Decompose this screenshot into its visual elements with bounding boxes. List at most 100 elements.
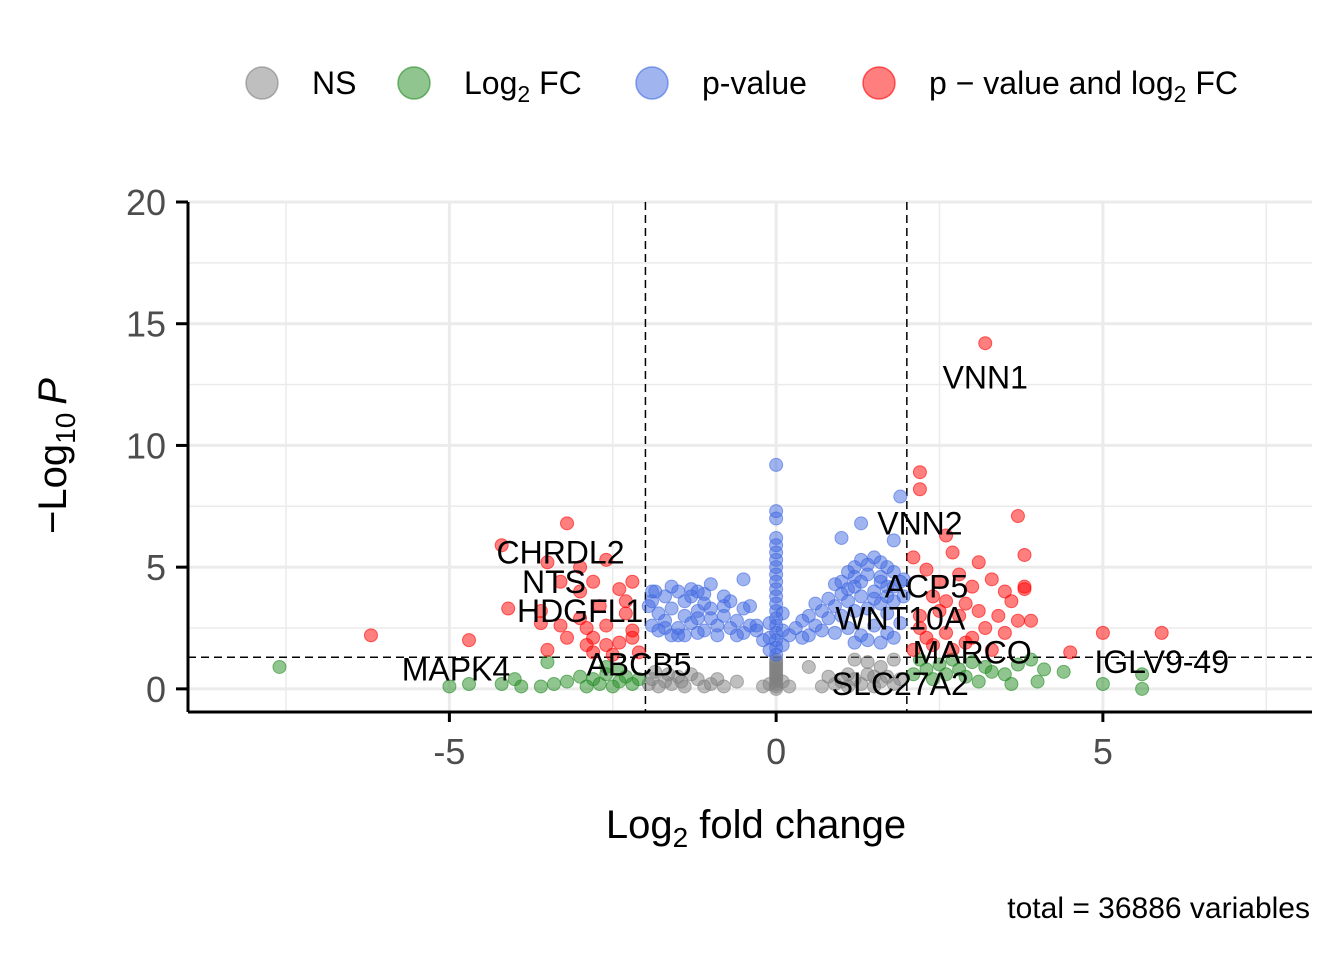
data-point — [932, 574, 947, 589]
data-point — [939, 667, 954, 682]
data-point — [573, 611, 588, 626]
data-point — [912, 465, 927, 480]
data-point — [945, 545, 960, 560]
data-point — [795, 630, 810, 645]
y-axis-title-base: −Log — [31, 444, 75, 534]
x-tick-label: 0 — [766, 731, 786, 772]
legend-label-rest: FC — [530, 65, 582, 101]
data-point — [677, 628, 692, 643]
data-point — [494, 538, 509, 553]
legend-item-fc: Log2 FC — [397, 65, 582, 107]
data-point — [736, 572, 751, 587]
data-point — [932, 657, 947, 672]
gene-label: SLC27A2 — [832, 666, 969, 702]
data-point — [971, 603, 986, 618]
data-point — [540, 642, 555, 657]
data-point — [782, 679, 797, 694]
data-point — [664, 579, 679, 594]
series-0 — [641, 652, 908, 696]
data-point — [697, 679, 712, 694]
legend-label-rest: FC — [1186, 65, 1238, 101]
data-point — [775, 606, 790, 621]
data-point — [648, 664, 663, 679]
legend-label-base: p − value and log — [929, 65, 1174, 101]
data-point — [1056, 664, 1071, 679]
data-point — [1024, 652, 1038, 667]
data-point — [579, 621, 594, 636]
data-point — [703, 601, 718, 616]
data-point — [664, 601, 679, 616]
data-point — [586, 574, 601, 589]
data-point — [880, 606, 895, 621]
data-point — [442, 679, 457, 694]
data-point — [612, 635, 627, 650]
data-point — [834, 608, 849, 623]
data-point — [1135, 681, 1150, 696]
data-point — [625, 630, 640, 645]
data-point — [533, 616, 548, 631]
gene-label: WNT10A — [835, 600, 965, 636]
data-point — [939, 594, 954, 609]
data-point — [893, 672, 908, 687]
caption: total = 36886 variables — [1007, 892, 1310, 925]
data-point — [769, 530, 784, 545]
y-tick-label: 5 — [146, 547, 166, 588]
data-point — [1024, 613, 1038, 628]
data-point — [867, 669, 882, 684]
data-point — [847, 652, 862, 667]
data-point — [860, 633, 875, 648]
data-point — [573, 560, 588, 575]
data-point — [573, 584, 588, 599]
data-point — [841, 621, 856, 636]
data-point — [462, 633, 476, 648]
data-point — [1017, 547, 1032, 562]
legend-swatch — [245, 66, 279, 100]
data-point — [880, 589, 895, 604]
data-point — [821, 611, 836, 626]
data-point — [958, 669, 973, 684]
data-point — [605, 647, 620, 662]
data-point — [1017, 579, 1032, 594]
data-point — [599, 552, 614, 567]
series-3 — [363, 336, 1169, 662]
data-point — [886, 630, 901, 645]
data-point — [873, 574, 888, 589]
gene-label: VNN1 — [943, 359, 1028, 395]
legend-item-ns: NS — [245, 65, 356, 101]
data-point — [867, 591, 882, 606]
data-point — [769, 504, 784, 519]
data-point — [553, 574, 568, 589]
data-point — [462, 677, 476, 692]
data-point — [553, 618, 568, 633]
gene-label: ABCB5 — [586, 647, 691, 683]
legend-item-fc_p: p − value and log2 FC — [862, 65, 1238, 107]
data-point — [958, 596, 973, 611]
data-point — [1095, 677, 1110, 692]
data-point — [925, 638, 940, 653]
data-point — [560, 630, 575, 645]
legend-label: Log2 FC — [464, 65, 582, 107]
legend-swatch — [862, 66, 896, 100]
data-point — [749, 618, 764, 633]
data-point — [939, 528, 954, 543]
data-point — [886, 652, 901, 667]
data-point — [867, 618, 882, 633]
data-point — [997, 584, 1012, 599]
data-point — [599, 638, 614, 653]
data-point — [834, 586, 849, 601]
x-axis-title: Log2 fold change — [606, 803, 906, 853]
data-point — [775, 638, 790, 653]
x-tick-label: 5 — [1093, 731, 1113, 772]
gene-label: NTS — [522, 564, 586, 600]
gene-label: MAPK4 — [402, 651, 510, 687]
data-point — [1063, 645, 1078, 660]
data-point — [932, 603, 947, 618]
data-point — [919, 662, 934, 677]
data-point — [873, 659, 888, 674]
data-point — [1154, 625, 1169, 640]
data-point — [514, 679, 529, 694]
data-point — [729, 628, 744, 643]
x-axis-title-base: Log — [606, 803, 673, 847]
data-point — [560, 516, 575, 531]
